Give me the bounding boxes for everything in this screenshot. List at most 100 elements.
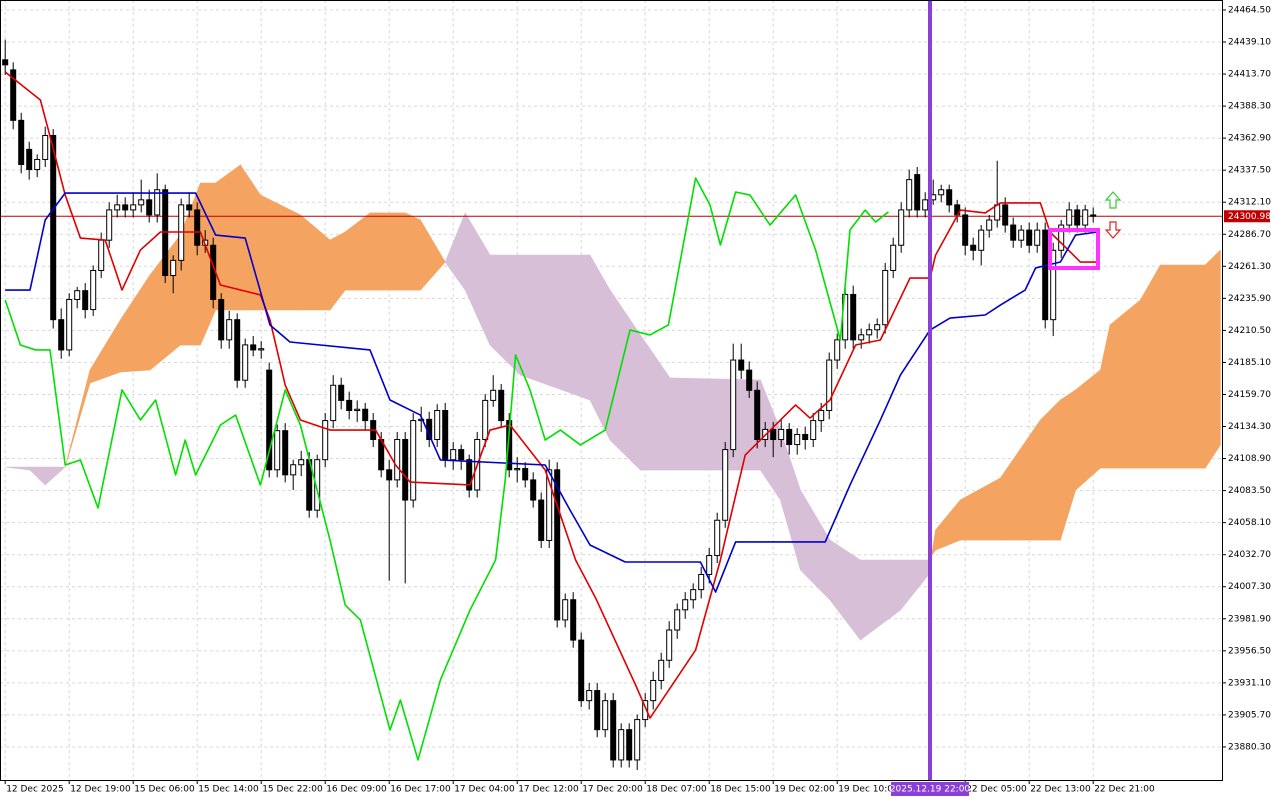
x-tick-label: 16 Dec 17:00 [390,785,451,795]
candle-body [890,244,897,271]
candle-body [1050,249,1057,321]
candle-body [738,359,745,371]
y-tick-label: 23905.70 [1228,710,1271,720]
candle-body [234,319,241,381]
y-tick-label: 24210.50 [1228,326,1271,336]
candle-body [1066,209,1073,226]
candle-body [242,344,249,381]
candle-body [410,420,417,501]
down-arrow [1104,221,1122,239]
candle-body [10,69,17,121]
candle-body [2,59,9,66]
candle-body [634,719,641,761]
candle-body [458,449,465,461]
indicator-line [4,177,889,761]
candle-body [754,389,761,441]
candle-body [330,384,337,422]
y-tick-label: 24261.30 [1228,262,1271,272]
indicator-line [5,192,1098,593]
cursor-label: 2025.12.19 22:00 [890,785,971,795]
candle-body [506,420,513,471]
y-tick-label: 24337.50 [1228,166,1271,176]
candle-body [66,298,73,351]
cloud-segment [669,377,761,471]
candle-body [170,259,177,277]
candle-body [490,389,497,401]
candle-body [586,690,593,702]
y-tick-label: 23931.10 [1228,678,1271,688]
candle-body [906,179,913,211]
candle-body [258,348,265,351]
candle-body [922,199,929,211]
candle-body [346,399,353,411]
candle-body [154,189,161,216]
candle-body [778,428,785,441]
y-tick-label: 24185.10 [1228,358,1271,368]
candle-body [866,329,873,336]
candle-body [194,209,201,246]
x-tick-label: 12 Dec 2025 [6,785,64,795]
candle-body [522,468,529,481]
candle-body [514,468,521,471]
candle-body [770,428,777,441]
candle-body [706,555,713,575]
candle-body [850,293,857,341]
candle-body [450,449,457,461]
candle-body [106,209,113,241]
candle-body [802,433,809,441]
candle-body [946,189,953,206]
candle-body [882,269,889,326]
y-tick-label: 24388.30 [1228,102,1271,112]
candle-body [810,420,817,441]
x-tick-label: 19 Dec 02:00 [774,785,835,795]
y-tick-label: 24159.70 [1228,390,1271,400]
candle-body [986,219,993,231]
candle-body [218,298,225,341]
cloud-segment [369,212,406,291]
x-tick-label: 22 Dec 05:00 [966,785,1027,795]
candle-body [682,599,689,611]
candle-body [962,214,969,246]
candle-body [698,573,705,591]
cloud-segment [1040,399,1061,541]
candle-body [570,599,577,641]
candle-body [650,679,657,702]
candle-body [418,418,425,422]
y-tick-label: 24464.50 [1228,5,1271,15]
candle-body [1002,204,1009,226]
y-tick-label: 24235.90 [1228,294,1271,304]
candle-body [338,384,345,401]
candle-body [898,209,905,246]
candle-body [1010,224,1017,241]
x-tick-label: 15 Dec 22:00 [262,785,323,795]
up-arrow [1104,191,1122,209]
candle-body [114,204,121,211]
candle-body [186,204,193,211]
candle-body [874,324,881,331]
candle-body [554,469,561,621]
candle-body [34,158,41,171]
y-tick-label: 24286.70 [1228,230,1271,240]
candle-body [354,408,361,411]
y-tick-label: 24032.70 [1228,550,1271,560]
x-tick-label: 17 Dec 20:00 [582,785,643,795]
x-tick-label: 19 Dec 10:00 [838,785,899,795]
candle-body [562,599,569,621]
cloud-segment [1109,299,1141,469]
candle-body [690,589,697,601]
candle-body [578,639,585,702]
x-tick-label: 12 Dec 19:00 [70,785,131,795]
y-tick-label: 23880.30 [1228,742,1271,752]
candle-body [530,479,537,501]
candle-body [658,659,665,681]
candle-body [386,469,393,481]
candle-body [1018,229,1025,241]
y-tick-label: 24312.10 [1228,198,1271,208]
cloud-segment [44,466,66,486]
cloud-segment [520,254,591,401]
candle-body [970,244,977,251]
candle-body [1082,209,1089,226]
candle-body [82,290,89,311]
